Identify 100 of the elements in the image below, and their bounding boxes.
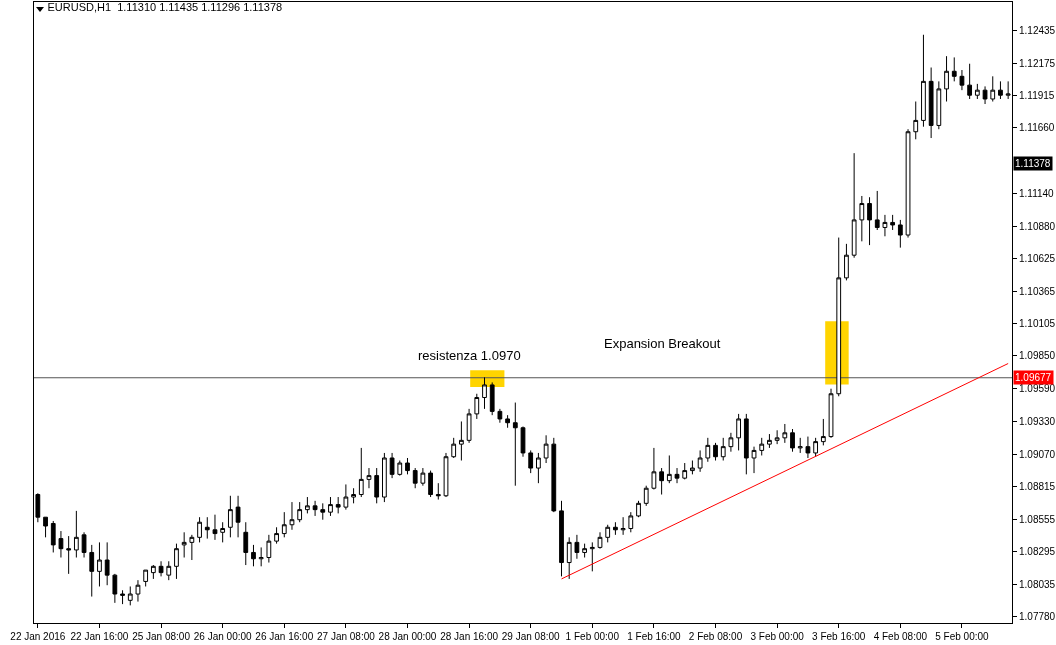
candlestick (127, 585, 133, 606)
y-tick-label: 1.09330 (1019, 415, 1056, 427)
y-tick-label: 1.12435 (1019, 24, 1056, 36)
candlestick (666, 454, 672, 484)
x-tick-label: 25 Jan 08:00 (132, 631, 191, 642)
candlestick (243, 521, 249, 566)
candlestick (998, 80, 1003, 100)
candlestick (397, 460, 403, 477)
candlestick (266, 534, 272, 564)
candlestick (643, 485, 649, 507)
candlestick (73, 510, 79, 558)
candlestick (705, 437, 711, 463)
candlestick (58, 530, 64, 558)
candlestick (921, 34, 926, 128)
candlestick (690, 460, 695, 475)
candlestick (713, 442, 718, 462)
candlestick (636, 500, 641, 518)
candlestick (913, 101, 919, 140)
y-tick-label: 1.08035 (1019, 579, 1056, 591)
candlestick (944, 55, 949, 103)
y-tick-label: 1.10105 (1019, 318, 1056, 330)
candlestick (235, 495, 241, 538)
candlestick (258, 546, 264, 567)
candlestick (320, 502, 326, 521)
candlestick (382, 452, 387, 503)
candlestick (543, 434, 549, 464)
candlestick (566, 536, 572, 580)
candlestick (520, 426, 526, 458)
candlestick (227, 495, 233, 538)
candlestick (197, 516, 202, 543)
y-tick-label: 1.10365 (1019, 285, 1056, 297)
candlestick (420, 467, 426, 487)
candlestick (628, 511, 634, 533)
candlestick (743, 413, 749, 475)
candlestick (890, 214, 896, 231)
candlestick (274, 526, 279, 545)
candlestick (466, 408, 472, 444)
candlestick (89, 544, 95, 598)
y-tick-label: 1.11915 (1019, 90, 1055, 102)
candlestick (328, 496, 333, 517)
candlestick (482, 376, 487, 410)
candlestick (597, 531, 603, 550)
candlestick (66, 535, 72, 575)
candlestick (451, 437, 457, 459)
candlestick (143, 569, 149, 587)
candlestick (559, 500, 564, 577)
candlestick (874, 190, 880, 231)
candlestick (959, 69, 965, 91)
candlestick (497, 408, 503, 424)
candlestick (674, 467, 680, 484)
candlestick (366, 467, 372, 489)
x-tick-label: 28 Jan 00:00 (378, 631, 437, 642)
y-tick-label: 1.11140 (1019, 187, 1055, 199)
x-tick-label: 5 Feb 00:00 (935, 631, 990, 642)
candlestick (659, 467, 664, 496)
candlestick (613, 521, 618, 536)
candlestick (782, 423, 788, 444)
x-tick-label: 29 Jan 08:00 (501, 631, 561, 642)
candlestick (805, 436, 811, 459)
candlestick (682, 462, 688, 480)
candlestick (43, 516, 48, 538)
candlestick (859, 195, 865, 242)
candlestick (589, 541, 595, 572)
candlestick (728, 432, 734, 453)
candlestick (751, 446, 757, 474)
x-tick-label: 28 Jan 16:00 (440, 631, 499, 642)
candlestick (120, 589, 125, 605)
candlestick (844, 243, 849, 281)
candlestick (297, 501, 303, 523)
candlestick (174, 543, 179, 580)
candlestick (759, 437, 765, 456)
candlestick (81, 531, 87, 558)
candlestick (428, 470, 433, 498)
candlestick (104, 541, 110, 586)
candlestick (358, 447, 364, 498)
candlestick (905, 128, 911, 239)
candlestick (505, 414, 510, 429)
candlestick (389, 452, 395, 479)
candlestick (281, 511, 287, 538)
y-tick-label: 1.10625 (1019, 252, 1056, 264)
candlestick (212, 514, 218, 541)
y-tick-label: 1.10880 (1019, 220, 1056, 232)
candlestick (582, 543, 587, 558)
candlestick (435, 482, 441, 501)
x-tick-label: 2 Feb 08:00 (688, 631, 743, 642)
y-tick-label: 1.09070 (1019, 448, 1056, 460)
x-tick-label: 1 Feb 00:00 (565, 631, 620, 642)
x-tick-label: 22 Jan 16:00 (70, 631, 129, 642)
candlestick (851, 152, 857, 259)
candlestick (836, 237, 842, 397)
candlestick (574, 534, 580, 560)
y-tick-label: 1.09590 (1019, 383, 1056, 395)
candlestick (651, 447, 657, 490)
y-tick-label: 1.12175 (1019, 57, 1056, 69)
candlestick (797, 437, 803, 454)
candlestick (304, 496, 310, 514)
chart-title: EURUSD,H1 1.11310 1.11435 1.11296 1.11378 (47, 0, 283, 13)
candlestick (251, 544, 256, 567)
candlestick (512, 402, 518, 487)
candlestick (828, 388, 834, 439)
